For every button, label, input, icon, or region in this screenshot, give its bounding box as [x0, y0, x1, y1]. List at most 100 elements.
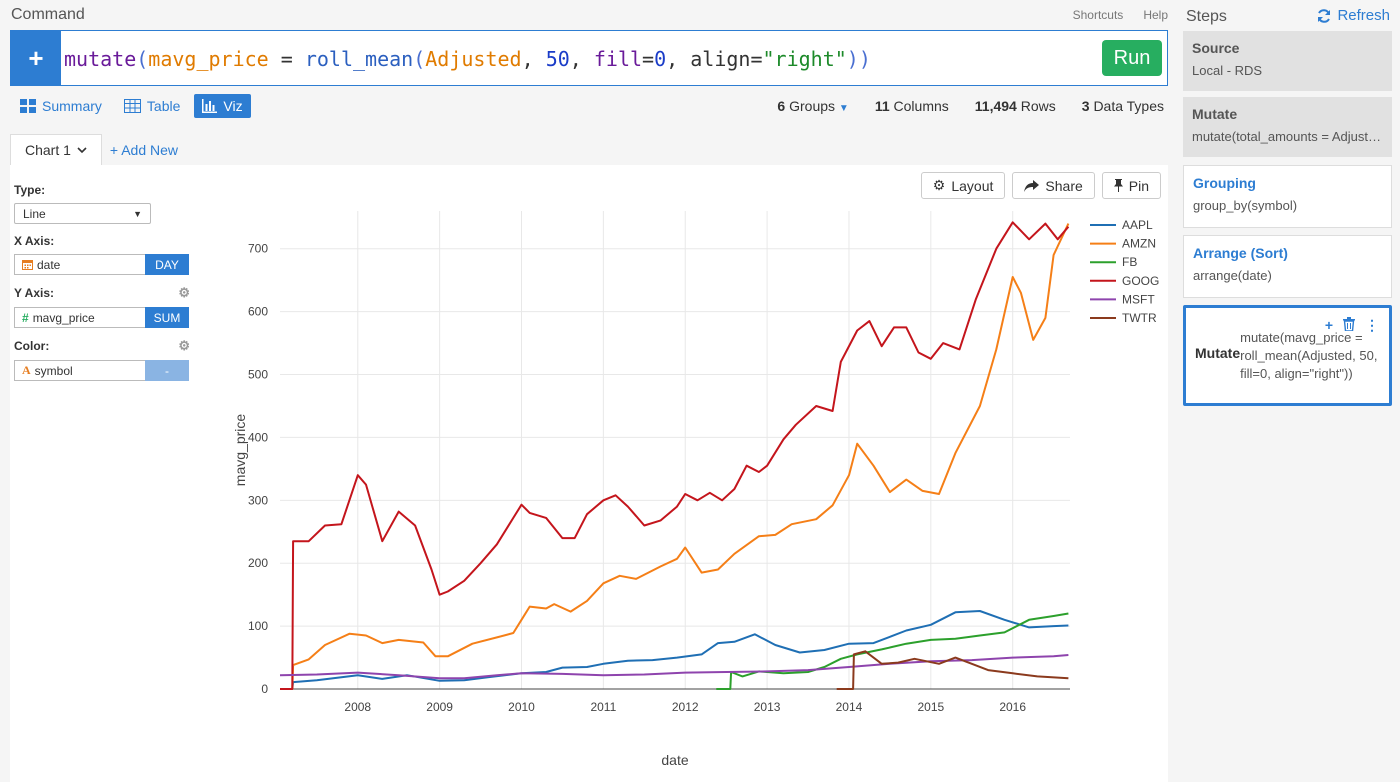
command-token: =: [268, 47, 305, 71]
top-links: Shortcuts Help: [1073, 8, 1168, 22]
x-tick-label: 2013: [754, 700, 781, 714]
command-token: (: [413, 47, 426, 71]
table-icon: [123, 99, 141, 113]
x-tick-label: 2012: [672, 700, 699, 714]
tab-table[interactable]: Table: [116, 94, 188, 118]
view-tabs: Summary Table Viz: [12, 94, 251, 118]
legend-label: TWTR: [1122, 311, 1157, 325]
command-token: Adjusted: [425, 47, 522, 71]
caret-down-icon: ▼: [838, 103, 849, 114]
command-token: 0: [654, 47, 667, 71]
x-tick-label: 2011: [590, 700, 616, 714]
columns-stat: 11 Columns: [874, 98, 949, 114]
command-token: "right": [762, 47, 847, 71]
y-axis-title: mavg_price: [232, 414, 248, 487]
y-tick-label: 200: [248, 556, 268, 570]
x-axis-title: date: [661, 752, 688, 768]
refresh-button[interactable]: Refresh: [1317, 7, 1390, 24]
y-axis-agg-button[interactable]: SUM: [145, 307, 189, 328]
groups-stat[interactable]: 6 Groups ▼: [777, 98, 849, 114]
series-line-msft: [279, 654, 1069, 680]
help-link[interactable]: Help: [1143, 8, 1168, 22]
command-token: =: [750, 47, 763, 71]
more-vertical-icon[interactable]: ⋮: [1365, 317, 1379, 333]
command-token: ,: [521, 47, 546, 71]
command-token: (: [136, 47, 149, 71]
bar-chart-icon: [202, 99, 218, 113]
layout-button[interactable]: ⚙ Layout: [920, 172, 1006, 199]
series-line-fb: [716, 612, 1069, 690]
legend-label: AAPL: [1122, 218, 1153, 232]
share-button[interactable]: Share: [1012, 172, 1095, 199]
data-stats: 6 Groups ▼ 11 Columns 11,494 Rows 3 Data…: [777, 98, 1164, 114]
x-tick-label: 2009: [426, 700, 453, 714]
x-tick-label: 2016: [999, 700, 1026, 714]
x-axis-label: X Axis:: [14, 234, 55, 248]
step-actions: + ⋮: [1325, 317, 1379, 334]
color-field[interactable]: A symbol: [14, 360, 145, 381]
series-line-amzn: [280, 223, 1070, 690]
y-axis-field[interactable]: # mavg_price: [14, 307, 145, 328]
shortcuts-link[interactable]: Shortcuts: [1072, 8, 1124, 22]
command-token: ,: [569, 47, 594, 71]
command-token: )): [846, 47, 871, 71]
command-token: =: [642, 47, 655, 71]
type-label: Type:: [14, 183, 46, 197]
tab-summary[interactable]: Summary: [12, 94, 110, 118]
legend-label: AMZN: [1122, 237, 1156, 251]
legend-label: GOOG: [1122, 274, 1159, 288]
command-token: mutate: [64, 47, 137, 71]
y-tick-label: 400: [248, 430, 268, 444]
text-type-icon: A: [22, 363, 31, 377]
series-line-twtr: [836, 650, 1069, 690]
tab-viz-label: Viz: [223, 98, 243, 114]
x-tick-label: 2010: [508, 700, 535, 714]
command-token: fill: [593, 47, 643, 71]
color-agg-button[interactable]: -: [145, 360, 189, 381]
step-grouping[interactable]: Grouping group_by(symbol): [1183, 165, 1392, 228]
y-tick-label: 100: [248, 619, 268, 633]
add-step-button[interactable]: +: [11, 31, 61, 85]
command-input[interactable]: mutate(mavg_price = roll_mean(Adjusted, …: [64, 47, 871, 71]
color-label: Color:: [14, 339, 50, 353]
tab-viz[interactable]: Viz: [194, 94, 251, 118]
step-mutate-1[interactable]: Mutate mutate(total_amounts = Adjusted *…: [1183, 97, 1392, 157]
gear-icon: ⚙: [932, 177, 946, 193]
calendar-icon: [22, 260, 33, 270]
chart-config: Type: Line ▼ X Axis: date DAY Y Axis: ⚙ #: [14, 183, 190, 391]
series-line-goog: [280, 221, 1070, 690]
y-tick-label: 700: [248, 242, 268, 256]
command-token: 50: [545, 47, 570, 71]
plus-icon[interactable]: +: [1324, 317, 1333, 333]
y-axis-label: Y Axis:: [14, 286, 55, 300]
step-mutate-2[interactable]: Mutate + ⋮ mutate(mavg_price = roll_mean…: [1183, 305, 1392, 406]
add-new-chart-link[interactable]: + Add New: [109, 141, 179, 158]
share-icon: [1024, 179, 1040, 192]
y-tick-label: 600: [248, 305, 268, 319]
legend-label: MSFT: [1122, 292, 1155, 306]
chevron-down-icon: [77, 146, 87, 153]
x-tick-label: 2014: [836, 700, 863, 714]
gear-icon[interactable]: ⚙: [178, 338, 190, 353]
command-bar[interactable]: + mutate(mavg_price = roll_mean(Adjusted…: [10, 30, 1168, 86]
line-chart[interactable]: 0 100 200 300 400 500 600 700 2008 2009 2010 2011 20…: [210, 205, 1165, 775]
tab-summary-label: Summary: [42, 98, 102, 114]
series-line-aapl: [280, 610, 1069, 690]
summary-icon: [20, 99, 36, 113]
y-tick-label: 0: [261, 682, 268, 696]
step-source[interactable]: Source Local - RDS: [1183, 31, 1392, 91]
legend-label: FB: [1122, 255, 1137, 269]
tab-chart-1[interactable]: Chart 1: [10, 134, 102, 165]
x-axis-agg-button[interactable]: DAY: [145, 254, 189, 275]
chart-type-select[interactable]: Line ▼: [14, 203, 151, 224]
x-axis-field[interactable]: date: [14, 254, 145, 275]
chart-panel: Type: Line ▼ X Axis: date DAY Y Axis: ⚙ #: [10, 165, 1168, 782]
steps-title: Steps: [1186, 8, 1227, 25]
y-tick-label: 300: [248, 493, 268, 507]
pin-button[interactable]: Pin: [1101, 172, 1161, 199]
trash-icon[interactable]: [1343, 317, 1355, 331]
gear-icon[interactable]: ⚙: [178, 285, 190, 300]
step-arrange[interactable]: Arrange (Sort) arrange(date): [1183, 235, 1392, 298]
command-token: mavg_price: [148, 47, 269, 71]
run-button[interactable]: Run: [1102, 40, 1162, 76]
